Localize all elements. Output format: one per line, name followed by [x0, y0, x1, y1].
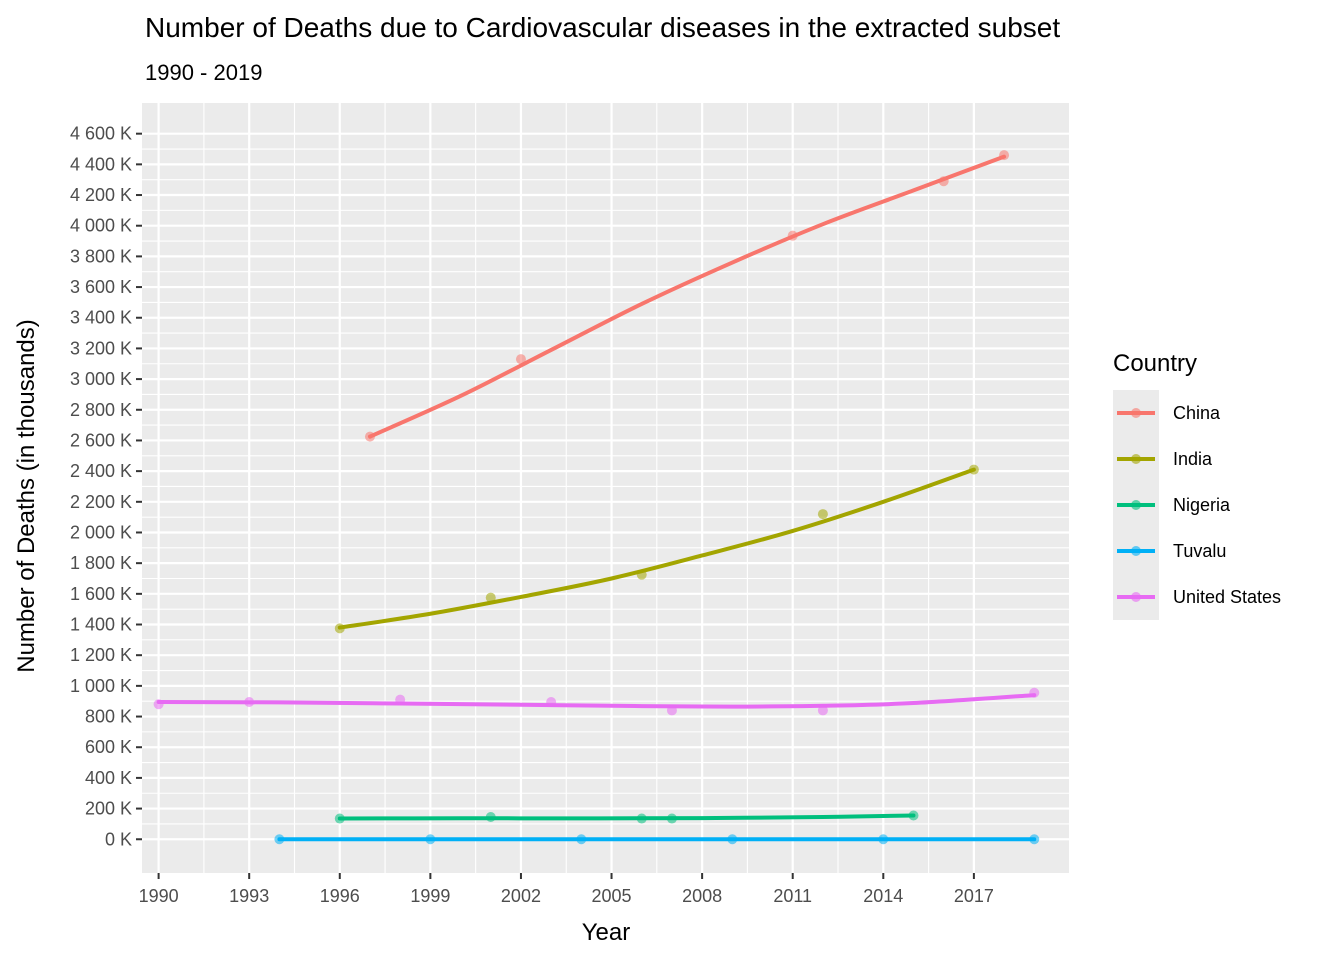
- y-tick-label: 1 200 K: [70, 645, 132, 665]
- y-tick-label: 4 200 K: [70, 185, 132, 205]
- data-point-united-states: [817, 705, 828, 716]
- legend-label: Nigeria: [1173, 494, 1231, 515]
- y-tick-label: 4 400 K: [70, 154, 132, 174]
- axes-layer: 1990 1993 1996 1999 2002 2005 2008 2011 2014 2017…: [70, 124, 994, 906]
- legend-title: Country: [1113, 350, 1198, 377]
- plot-panel: [142, 103, 1069, 873]
- data-point-india: [817, 509, 828, 520]
- chart-title: Number of Deaths due to Cardiovascular d…: [145, 12, 1061, 43]
- data-point-china: [515, 354, 526, 365]
- series-china: [364, 150, 1010, 442]
- y-tick-label: 3 400 K: [70, 308, 132, 328]
- y-tick-label: 1 800 K: [70, 553, 132, 573]
- series-layer: [153, 150, 1040, 845]
- series-tuvalu: [274, 834, 1040, 845]
- x-tick-label: 2002: [501, 886, 541, 906]
- y-tick-label: 3 000 K: [70, 369, 132, 389]
- y-tick-label: 600 K: [85, 737, 132, 757]
- trend-line-china: [367, 154, 1007, 439]
- legend-key-nigeria: [1113, 482, 1159, 528]
- y-tick-label: 3 800 K: [70, 246, 132, 266]
- legend-key-united-states: [1113, 574, 1159, 620]
- x-tick-label: 1999: [410, 886, 450, 906]
- x-tick-label: 2014: [863, 886, 903, 906]
- legend-item-united-states: United States: [1113, 574, 1281, 620]
- legend-label: United States: [1173, 586, 1282, 607]
- data-point-india: [485, 592, 496, 603]
- y-tick-label: 1 600 K: [70, 584, 132, 604]
- y-tick-label: 2 600 K: [70, 430, 132, 450]
- legend-label: India: [1173, 448, 1213, 469]
- x-axis-label: Year: [582, 919, 631, 946]
- legend-item-china: China: [1113, 390, 1281, 436]
- legend-item-india: India: [1113, 436, 1281, 482]
- y-tick-label: 4 600 K: [70, 124, 132, 144]
- x-tick-label: 2017: [954, 886, 994, 906]
- series-united-states: [153, 687, 1040, 716]
- y-tick-label: 800 K: [85, 707, 132, 727]
- trend-line-nigeria: [337, 813, 916, 821]
- y-tick-label: 4 000 K: [70, 216, 132, 236]
- y-tick-label: 200 K: [85, 799, 132, 819]
- legend: Country China India Nigeria Tuvalu United St…: [1113, 350, 1281, 620]
- y-tick-label: 1 400 K: [70, 615, 132, 635]
- series-nigeria: [334, 810, 919, 824]
- y-tick-label: 3 600 K: [70, 277, 132, 297]
- x-tick-label: 2005: [592, 886, 632, 906]
- chart-subtitle: 1990 - 2019: [145, 60, 263, 85]
- x-tick-label: 1990: [139, 886, 179, 906]
- y-tick-label: 0 K: [105, 829, 132, 849]
- y-tick-label: 1 000 K: [70, 676, 132, 696]
- x-tick-label: 1993: [229, 886, 269, 906]
- x-tick-label: 2008: [682, 886, 722, 906]
- legend-label: Tuvalu: [1173, 540, 1227, 561]
- y-tick-label: 400 K: [85, 768, 132, 788]
- major-gridlines: [142, 103, 1069, 873]
- legend-item-nigeria: Nigeria: [1113, 482, 1281, 528]
- trend-line-united-states: [156, 693, 1037, 709]
- x-tick-label: 2011: [773, 886, 812, 906]
- legend-key-india: [1113, 436, 1159, 482]
- y-tick-label: 2 000 K: [70, 522, 132, 542]
- legend-label: China: [1173, 402, 1221, 423]
- y-axis-label: Number of Deaths (in thousands): [13, 319, 40, 673]
- legend-key-tuvalu: [1113, 528, 1159, 574]
- legend-key-china: [1113, 390, 1159, 436]
- y-tick-label: 2 400 K: [70, 461, 132, 481]
- y-tick-label: 2 800 K: [70, 400, 132, 420]
- trend-line-india: [337, 467, 976, 630]
- series-india: [334, 464, 979, 634]
- x-tick-label: 1996: [320, 886, 360, 906]
- y-tick-label: 2 200 K: [70, 492, 132, 512]
- y-tick-label: 3 200 K: [70, 338, 132, 358]
- legend-item-tuvalu: Tuvalu: [1113, 528, 1281, 574]
